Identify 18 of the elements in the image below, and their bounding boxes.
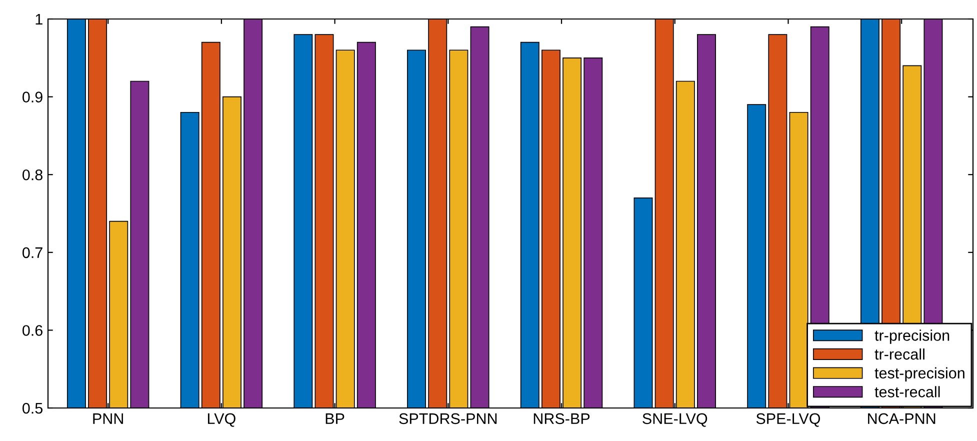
y-tick-label: 0.7 (22, 247, 42, 258)
x-tick-label: SNE-LVQ (642, 413, 708, 427)
y-tick-label: 1 (36, 14, 42, 25)
legend-label: test-precision (874, 367, 964, 382)
x-tick-label: SPTDRS-PNN (399, 413, 497, 424)
legend-label: tr-recall (874, 348, 924, 360)
legend-label: tr-precision (874, 330, 950, 344)
y-tick-label: 0.8 (22, 169, 42, 180)
y-tick-label: 0.5 (22, 402, 42, 414)
x-tick-label: PNN (93, 413, 123, 424)
x-tick-label: SPE-LVQ (756, 413, 820, 427)
x-tick-label: LVQ (208, 413, 236, 427)
x-tick-label: NCA-PNN (868, 413, 936, 424)
y-tick-label: 0.9 (22, 92, 42, 102)
x-tick-label: NRS-BP (534, 413, 590, 424)
x-tick-label: BP (326, 413, 344, 424)
legend-label: test-recall (874, 386, 940, 398)
y-tick-label: 0.6 (22, 325, 42, 336)
